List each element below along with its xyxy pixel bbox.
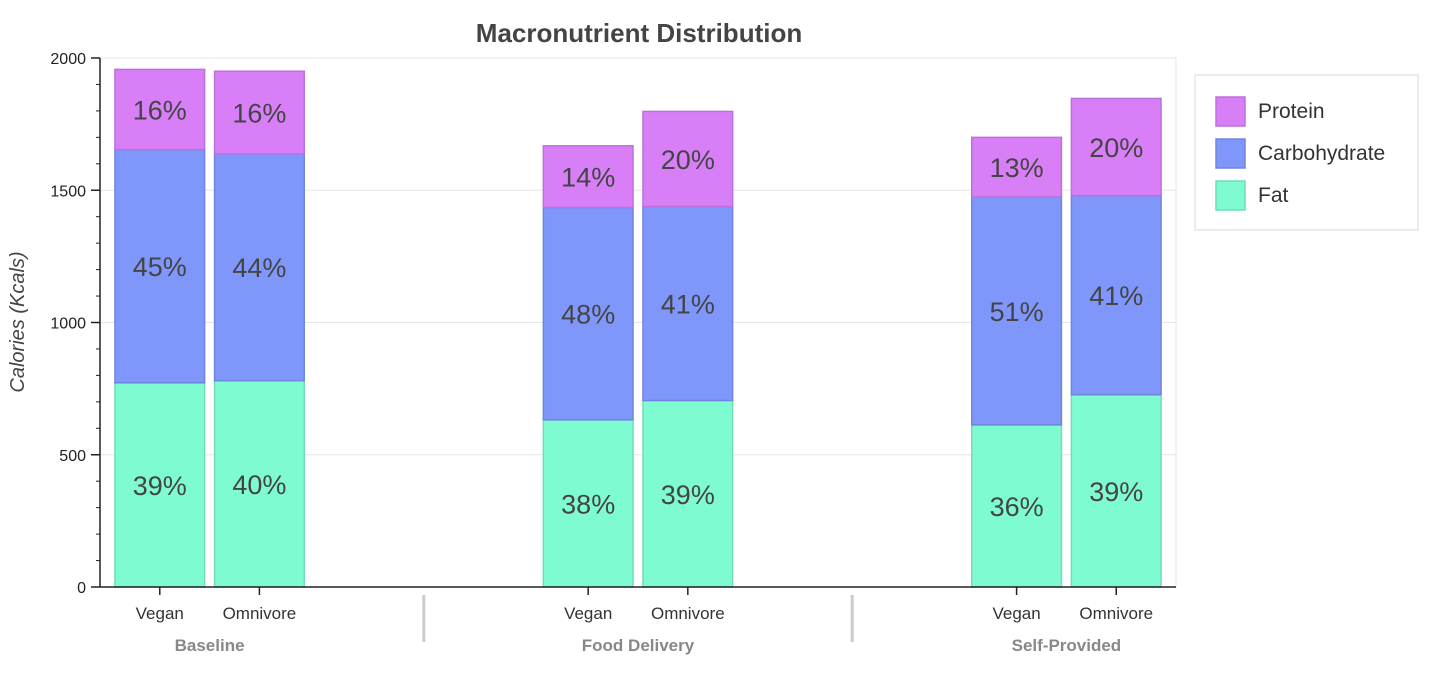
data-label: 51%	[990, 297, 1044, 327]
group-label: Self-Provided	[1012, 636, 1122, 655]
bar-segment-carbohydrate	[971, 196, 1063, 426]
data-label: 39%	[133, 471, 187, 501]
data-label: 48%	[561, 300, 615, 330]
bar-segment-carbohydrate	[542, 206, 634, 421]
x-axis-labels: Vegan Omnivore Baseline Vegan Omnivore Food D…	[136, 595, 1153, 655]
bar-segment-protein	[213, 70, 305, 155]
bar-segment-protein	[642, 110, 734, 208]
data-label: 36%	[990, 492, 1044, 522]
data-label: 14%	[561, 163, 615, 193]
y-tick-label: 1000	[50, 316, 86, 333]
y-tick-label: 2000	[50, 51, 86, 68]
bar-segment-protein	[971, 136, 1063, 198]
legend-swatch-protein[interactable]	[1215, 96, 1246, 127]
bar-segment-protein	[114, 68, 206, 151]
category-label: Vegan	[992, 604, 1040, 623]
data-label: 41%	[661, 290, 715, 320]
data-label: 38%	[561, 489, 615, 519]
axes-layer: 0 500 1000 1500 2000	[50, 51, 1176, 597]
group-label: Baseline	[175, 636, 245, 655]
legend-label-carbohydrate[interactable]: Carbohydrate	[1258, 142, 1385, 165]
data-label: 13%	[990, 153, 1044, 183]
category-label: Vegan	[136, 604, 184, 623]
bar-segment-fat	[213, 379, 305, 588]
y-tick-label: 0	[77, 580, 86, 597]
legend-swatch-fat[interactable]	[1215, 180, 1246, 211]
category-label: Vegan	[564, 604, 612, 623]
data-label: 16%	[232, 98, 286, 128]
category-label: Omnivore	[1079, 604, 1153, 623]
data-label: 45%	[133, 252, 187, 282]
category-label: Omnivore	[651, 604, 725, 623]
bar-segment-fat	[114, 382, 206, 588]
group-label: Food Delivery	[582, 636, 695, 655]
legend[interactable]: Protein Carbohydrate Fat	[1194, 74, 1419, 231]
bar-segment-protein	[542, 145, 634, 209]
data-label: 40%	[232, 470, 286, 500]
data-label: 20%	[661, 145, 715, 175]
data-label: 16%	[133, 95, 187, 125]
data-label: 41%	[1089, 281, 1143, 311]
legend-swatch-carbohydrate[interactable]	[1215, 138, 1246, 169]
data-label: 44%	[232, 253, 286, 283]
data-label: 39%	[1089, 477, 1143, 507]
bar-segment-carbohydrate	[213, 152, 305, 382]
data-label: 20%	[1089, 133, 1143, 163]
legend-label-fat[interactable]: Fat	[1258, 184, 1289, 207]
chart-title: Macronutrient Distribution	[476, 18, 802, 48]
legend-label-protein[interactable]: Protein	[1258, 100, 1325, 123]
category-label: Omnivore	[223, 604, 297, 623]
bar-segment-carbohydrate	[1070, 194, 1162, 396]
y-tick-label: 1500	[50, 183, 86, 200]
bars-layer: 39% 45% 16% 40% 44% 16% 38% 48% 14% 39% 41% 20% 36% 5…	[114, 68, 1162, 588]
bar-segment-fat	[542, 419, 634, 588]
y-axis-label: Calories (Kcals)	[7, 251, 29, 392]
bar-segment-protein	[1070, 97, 1162, 197]
y-tick-label: 500	[59, 448, 86, 465]
bar-segment-fat	[971, 424, 1063, 588]
data-label: 39%	[661, 480, 715, 510]
bar-segment-fat	[642, 399, 734, 588]
bar-segment-carbohydrate	[642, 205, 734, 402]
